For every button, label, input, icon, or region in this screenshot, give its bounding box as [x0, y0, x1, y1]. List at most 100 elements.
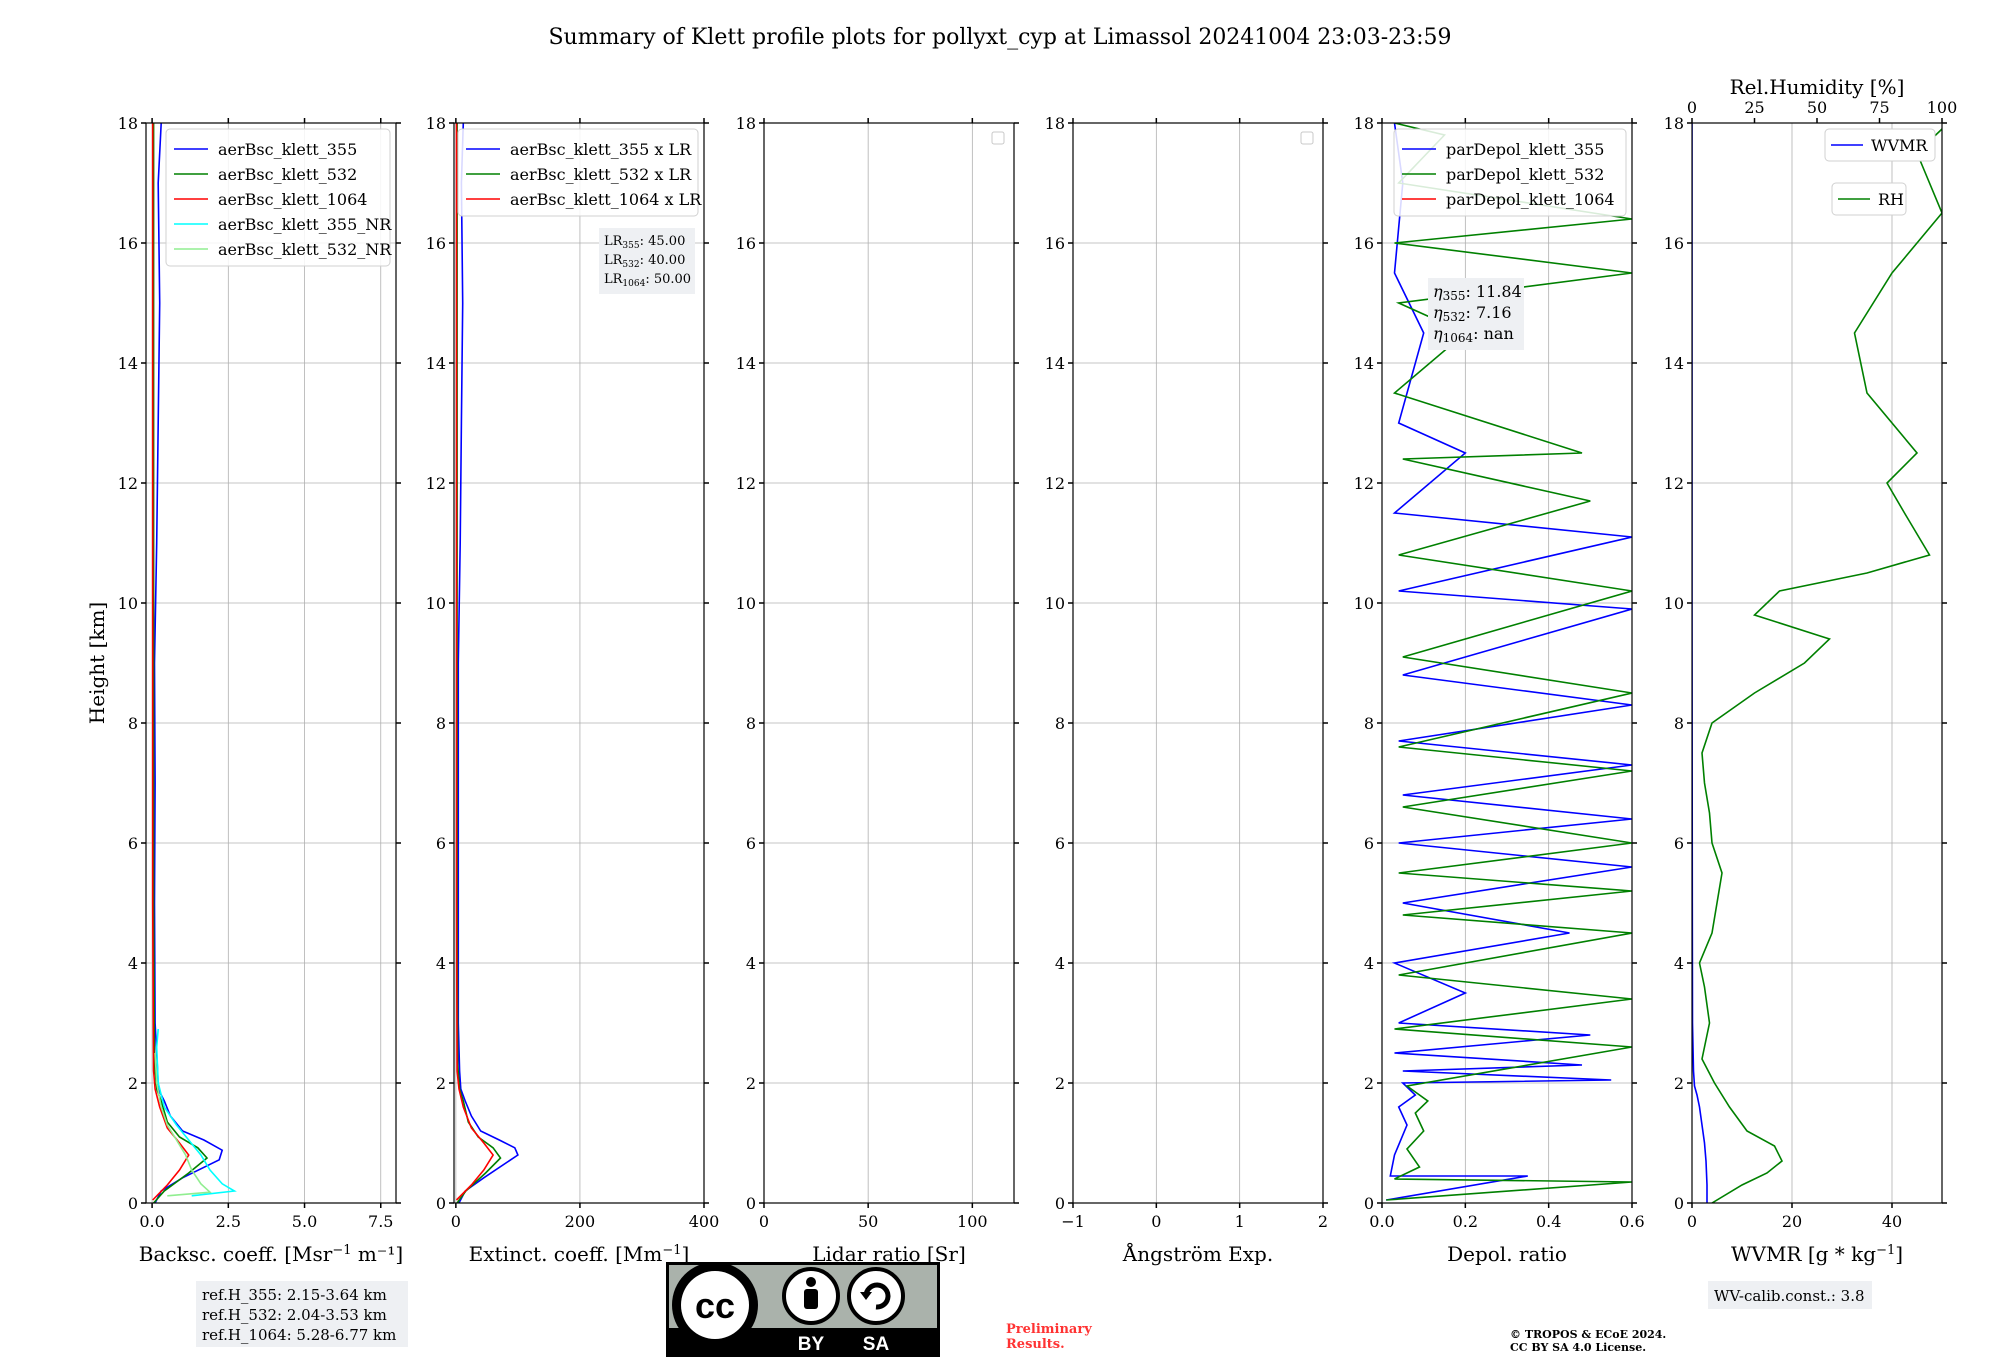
x-axis-label: Depol. ratio	[1447, 1242, 1567, 1266]
y-tick-label: 0	[128, 1194, 138, 1213]
y-tick-label: 12	[736, 474, 756, 493]
y-tick-label: 14	[1664, 354, 1684, 373]
by-icon-body	[804, 1289, 818, 1309]
legend-label: aerBsc_klett_532 x LR	[510, 165, 692, 184]
y-tick-label: 18	[1045, 114, 1065, 133]
y-tick-label: 6	[128, 834, 138, 853]
y-tick-label: 12	[426, 474, 446, 493]
legend-label: aerBsc_klett_355 x LR	[510, 140, 692, 159]
x-tick-label: 0	[759, 1212, 769, 1231]
x-axis-label: Backsc. coeff. [Msr−1 m⁻¹]	[139, 1242, 403, 1266]
y-tick-label: 14	[1045, 354, 1065, 373]
series-line-aerBsc_klett_355_NR	[155, 1028, 237, 1197]
x2-tick-label: 75	[1869, 98, 1889, 117]
series-line-aerBsc_klett_355 x LR	[457, 123, 519, 1203]
y-tick-label: 10	[1664, 594, 1684, 613]
x-tick-label: 5.0	[292, 1212, 317, 1231]
legend-label: RH	[1878, 190, 1904, 209]
legend-label: aerBsc_klett_1064	[218, 190, 367, 209]
annotation-line: η355: 11.84	[1433, 282, 1522, 303]
y-tick-label: 8	[128, 714, 138, 733]
x-tick-label: 200	[565, 1212, 596, 1231]
ref-height-355: ref.H_355: 2.15-3.64 km	[202, 1286, 387, 1304]
y-tick-label: 8	[1674, 714, 1684, 733]
cc-license-logo: cc BY SA	[666, 1262, 940, 1357]
y-tick-label: 16	[1354, 234, 1374, 253]
y-tick-label: 12	[1354, 474, 1374, 493]
legend-label: aerBsc_klett_532	[218, 165, 357, 184]
y-tick-label: 2	[746, 1074, 756, 1093]
legend-label: WVMR	[1871, 136, 1928, 155]
x2-tick-label: 0	[1687, 98, 1697, 117]
y-tick-label: 14	[736, 354, 756, 373]
cc-icon	[681, 1271, 749, 1339]
x-axis-label: Extinct. coeff. [Mm−1]	[469, 1242, 690, 1266]
y-tick-label: 12	[118, 474, 138, 493]
legend-box	[1824, 128, 1936, 162]
by-icon-head	[806, 1277, 816, 1287]
series-line-WVMR	[1692, 123, 1708, 1203]
axes-frame	[453, 122, 705, 1204]
x2-tick-label: 25	[1744, 98, 1764, 117]
sa-icon	[847, 1267, 905, 1325]
y-tick-label: 18	[1664, 114, 1684, 133]
ref-heights-bg	[196, 1281, 408, 1347]
y-tick-label: 0	[1674, 1194, 1684, 1213]
by-label: BY	[798, 1334, 825, 1355]
copyright-line-2: CC BY SA 4.0 License.	[1510, 1341, 1646, 1354]
x-tick-label: 0.0	[1369, 1212, 1394, 1231]
x-tick-label: 0	[451, 1212, 461, 1231]
x-tick-label: 0.0	[139, 1212, 164, 1231]
x-axis-label: WVMR [g * kg−1]	[1731, 1242, 1903, 1266]
y-tick-label: 16	[426, 234, 446, 253]
legend-label: aerBsc_klett_355	[218, 140, 357, 159]
annotation-line: η1064: nan	[1433, 324, 1514, 345]
sa-icon-arc	[863, 1282, 891, 1310]
y-tick-label: 18	[1354, 114, 1374, 133]
y-tick-label: 2	[436, 1074, 446, 1093]
x-tick-label: 0	[1151, 1212, 1161, 1231]
annotation-line: η532: 7.16	[1433, 303, 1512, 324]
y-tick-label: 0	[746, 1194, 756, 1213]
legend-box-empty	[1300, 131, 1314, 145]
y-tick-label: 14	[118, 354, 138, 373]
ref-height-1064: ref.H_1064: 5.28-6.77 km	[202, 1326, 396, 1344]
legend-label: aerBsc_klett_355_NR	[218, 215, 392, 234]
y-tick-label: 2	[1055, 1074, 1065, 1093]
chart-panel-5: 0 2 4 6 8 10 12 14 16 18 0.0 0.2 0.4 0.6 Depol. ratio p…	[1354, 114, 1645, 1266]
x-tick-label: 400	[689, 1212, 720, 1231]
y-tick-label: 10	[736, 594, 756, 613]
y-tick-label: 4	[1364, 954, 1374, 973]
legend-label: aerBsc_klett_532_NR	[218, 240, 392, 259]
y-tick-label: 4	[746, 954, 756, 973]
y-tick-label: 10	[426, 594, 446, 613]
y-tick-label: 0	[436, 1194, 446, 1213]
legend-label: parDepol_klett_1064	[1446, 190, 1615, 209]
y-tick-label: 4	[1674, 954, 1684, 973]
y-tick-label: 4	[436, 954, 446, 973]
series-line-RH	[1698, 128, 1942, 1203]
legend-label: aerBsc_klett_1064 x LR	[510, 190, 702, 209]
axes-frame	[1691, 122, 1943, 1204]
x-tick-label: 0.4	[1536, 1212, 1561, 1231]
x-tick-label: 0.2	[1453, 1212, 1478, 1231]
axes-frame	[1381, 122, 1633, 1204]
y-tick-label: 6	[1674, 834, 1684, 853]
y-tick-label: 4	[1055, 954, 1065, 973]
legend-box	[457, 128, 699, 217]
figure-title: Summary of Klett profile plots for polly…	[548, 25, 1451, 50]
y-tick-label: 18	[736, 114, 756, 133]
y-tick-label: 6	[436, 834, 446, 853]
y-tick-label: 4	[128, 954, 138, 973]
x-tick-label: 7.5	[368, 1212, 393, 1231]
series-line-aerBsc_klett_1064	[151, 123, 190, 1201]
x-tick-label: 100	[957, 1212, 988, 1231]
annotation-line: LR532: 40.00	[604, 253, 685, 270]
x-tick-label: −1	[1061, 1212, 1085, 1231]
y-tick-label: 2	[1364, 1074, 1374, 1093]
axes-frame	[145, 122, 397, 1204]
x-tick-label: 0.6	[1619, 1212, 1644, 1231]
